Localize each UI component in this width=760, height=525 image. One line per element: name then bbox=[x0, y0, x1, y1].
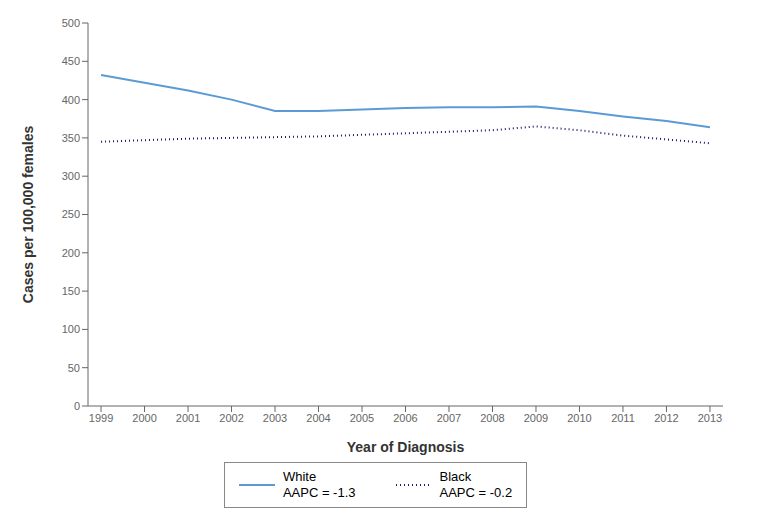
svg-text:1999: 1999 bbox=[89, 412, 113, 424]
svg-text:250: 250 bbox=[62, 208, 80, 220]
html-text:AAPC = -1.3: AAPC = -1.3 bbox=[282, 485, 356, 500]
svg-text:2010: 2010 bbox=[567, 412, 591, 424]
html-text:White: White bbox=[282, 469, 317, 484]
svg-text:Year of Diagnosis: Year of Diagnosis bbox=[347, 439, 465, 455]
svg-text:2003: 2003 bbox=[263, 412, 287, 424]
svg-text:2007: 2007 bbox=[437, 412, 461, 424]
svg-text:300: 300 bbox=[62, 170, 80, 182]
html-text:Black: Black bbox=[439, 469, 472, 484]
svg-text:200: 200 bbox=[62, 247, 80, 259]
svg-text:2001: 2001 bbox=[176, 412, 200, 424]
svg-text:400: 400 bbox=[62, 94, 80, 106]
svg-text:50: 50 bbox=[68, 362, 80, 374]
svg-text:Cases per 100,000 females: Cases per 100,000 females bbox=[20, 126, 36, 304]
svg-text:150: 150 bbox=[62, 285, 80, 297]
svg-text:350: 350 bbox=[62, 132, 80, 144]
svg-text:500: 500 bbox=[62, 17, 80, 29]
svg-text:2000: 2000 bbox=[132, 412, 156, 424]
svg-text:2006: 2006 bbox=[393, 412, 417, 424]
svg-text:0: 0 bbox=[74, 400, 80, 412]
svg-text:2005: 2005 bbox=[350, 412, 374, 424]
svg-text:2012: 2012 bbox=[654, 412, 678, 424]
svg-text:100: 100 bbox=[62, 323, 80, 335]
svg-text:2008: 2008 bbox=[480, 412, 504, 424]
svg-text:2011: 2011 bbox=[611, 412, 635, 424]
svg-text:2009: 2009 bbox=[524, 412, 548, 424]
svg-text:2004: 2004 bbox=[306, 412, 330, 424]
svg-text:2002: 2002 bbox=[219, 412, 243, 424]
svg-text:450: 450 bbox=[62, 55, 80, 67]
svg-text:2013: 2013 bbox=[698, 412, 722, 424]
html-text:AAPC = -0.2: AAPC = -0.2 bbox=[439, 485, 513, 500]
